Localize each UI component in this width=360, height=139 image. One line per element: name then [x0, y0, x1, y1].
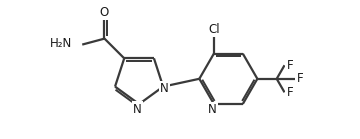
Text: N: N [160, 82, 169, 95]
Text: N: N [133, 103, 142, 116]
Text: N: N [208, 103, 216, 116]
Text: F: F [287, 86, 293, 99]
Text: O: O [100, 6, 109, 19]
Text: F: F [287, 59, 293, 72]
Text: F: F [296, 72, 303, 85]
Text: Cl: Cl [208, 23, 220, 36]
Text: H₂N: H₂N [50, 37, 72, 50]
